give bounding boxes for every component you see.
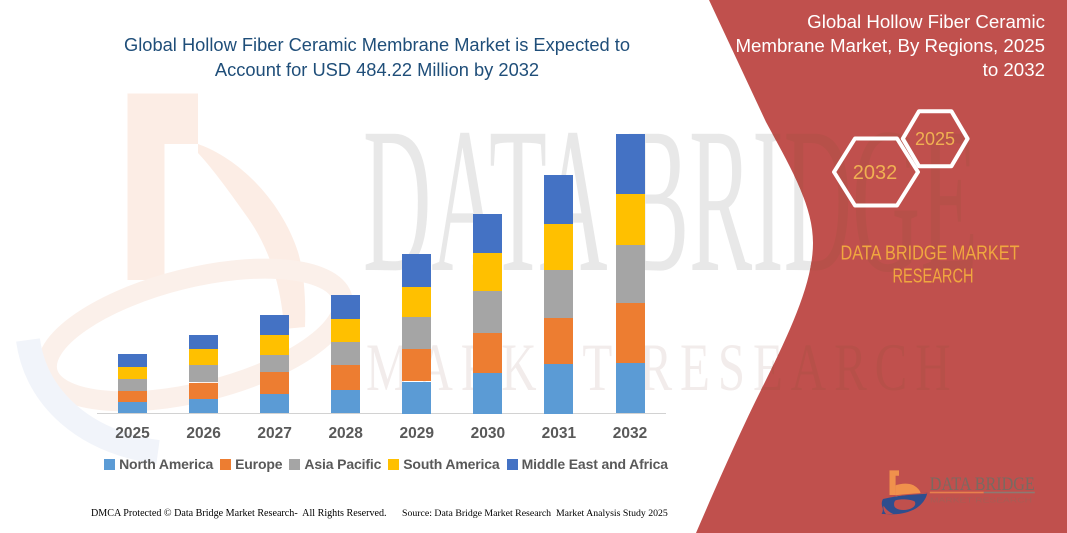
svg-text:2025: 2025 <box>915 129 955 149</box>
svg-text:DATA BRIDGE MARKET: DATA BRIDGE MARKET <box>841 243 1020 265</box>
svg-text:DATA BRIDGE: DATA BRIDGE <box>363 85 978 315</box>
svg-text:MARKET RESEARCH: MARKET RESEARCH <box>366 329 958 405</box>
svg-text:RESEARCH: RESEARCH <box>893 266 974 288</box>
svg-text:2032: 2032 <box>853 162 898 184</box>
svg-text:MARKET RESEARCH: MARKET RESEARCH <box>930 496 1032 505</box>
svg-text:DATA BRIDGE: DATA BRIDGE <box>930 474 1035 495</box>
